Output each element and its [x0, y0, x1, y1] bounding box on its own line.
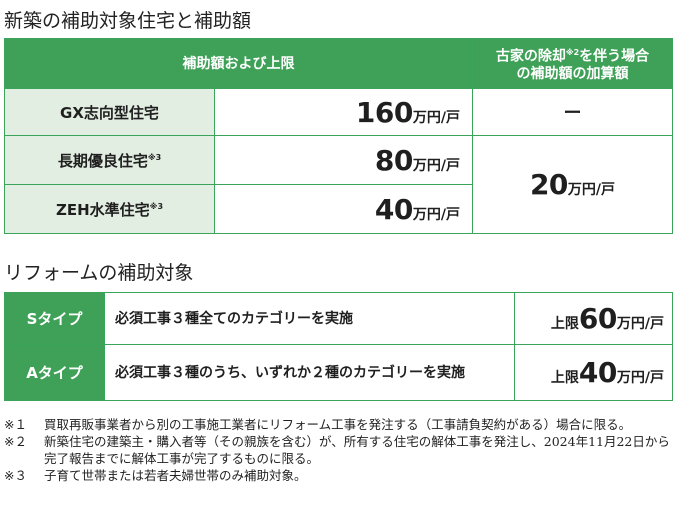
- table-row: Aタイプ 必須工事３種のうち、いずれか２種のカテゴリーを実施 上限40万円/戸: [4, 344, 673, 401]
- limit-s: 上限60万円/戸: [514, 292, 673, 345]
- amount-long-term: 80万円/戸: [214, 135, 473, 185]
- row-label-long-term: 長期優良住宅※3: [4, 135, 215, 185]
- reform-table: Sタイプ 必須工事３種全てのカテゴリーを実施 上限60万円/戸 Aタイプ 必須工…: [4, 292, 673, 401]
- row-label-zeh: ZEH水準住宅※3: [4, 184, 215, 234]
- footnote-2: ※２ 新築住宅の建築主・購入者等（その親族を含む）が、所有する住宅の解体工事を発注…: [4, 434, 670, 466]
- desc-a: 必須工事３種のうち、いずれか２種のカテゴリーを実施: [104, 344, 515, 401]
- footnote-3: ※３ 子育て世帯または若者夫婦世帯のみ補助対象。: [4, 468, 307, 483]
- type-s: Sタイプ: [4, 292, 105, 345]
- addition-gx: ー: [472, 88, 673, 136]
- desc-s: 必須工事３種全てのカテゴリーを実施: [104, 292, 515, 345]
- new-build-table: 補助額および上限 古家の除却※2を伴う場合 の補助額の加算額 GX志向型住宅 1…: [4, 38, 673, 234]
- header-addition: 古家の除却※2を伴う場合 の補助額の加算額: [472, 38, 673, 89]
- footnote-1: ※１ 買取再販事業者から別の工事施工業者にリフォーム工事を発注する（工事請負契約が…: [4, 417, 632, 432]
- table-row: 長期優良住宅※3 80万円/戸 20万円/戸: [4, 135, 673, 234]
- table-row: ZEH水準住宅※3 40万円/戸: [4, 184, 673, 234]
- footnotes: ※１ 買取再販事業者から別の工事施工業者にリフォーム工事を発注する（工事請負契約が…: [4, 416, 674, 484]
- new-build-title: 新築の補助対象住宅と補助額: [4, 10, 252, 32]
- limit-a: 上限40万円/戸: [514, 344, 673, 401]
- amount-zeh: 40万円/戸: [214, 184, 473, 234]
- type-a: Aタイプ: [4, 344, 105, 401]
- amount-gx: 160万円/戸: [214, 88, 473, 136]
- reform-title: リフォームの補助対象: [4, 262, 194, 284]
- addition-amount: 20万円/戸: [472, 135, 673, 234]
- header-subsidy-limit: 補助額および上限: [4, 38, 473, 89]
- table-row: GX志向型住宅 160万円/戸 ー: [4, 88, 673, 136]
- row-label-gx: GX志向型住宅: [4, 88, 215, 136]
- table-row: Sタイプ 必須工事３種全てのカテゴリーを実施 上限60万円/戸: [4, 292, 673, 345]
